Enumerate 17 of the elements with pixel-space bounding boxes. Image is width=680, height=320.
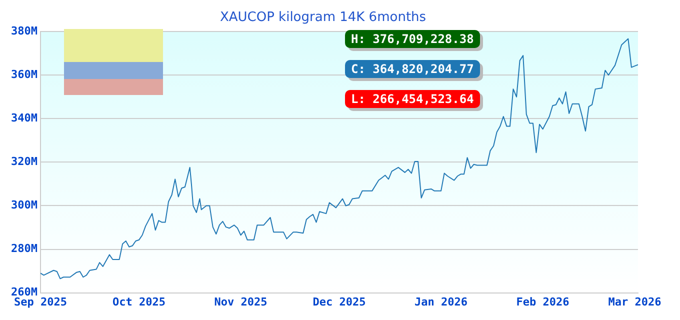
annotation: L: 266,454,523.64 <box>345 90 480 108</box>
x-tick-label: Sep 2025 <box>14 295 67 308</box>
x-tick-label: Jan 2026 <box>414 295 468 308</box>
y-tick-label: 380M <box>10 24 38 38</box>
x-tick-label: Oct 2025 <box>112 295 166 308</box>
x-tick-label: Mar 2026 <box>608 295 662 308</box>
y-tick-label: 300M <box>10 198 38 212</box>
x-tick-label: Nov 2025 <box>214 295 268 308</box>
x-tick-label: Feb 2026 <box>516 295 570 308</box>
y-tick-label: 280M <box>10 242 38 256</box>
y-tick-label: 320M <box>10 155 38 168</box>
annotation: C: 364,820,204.77 <box>345 60 480 78</box>
x-tick-label: Dec 2025 <box>312 295 366 308</box>
y-tick-label: 360M <box>10 68 38 81</box>
y-tick-label: 340M <box>10 112 38 125</box>
chart-title: XAUCOP kilogram 14K 6months <box>220 10 426 26</box>
annotation: H: 376,709,228.38 <box>345 30 480 48</box>
